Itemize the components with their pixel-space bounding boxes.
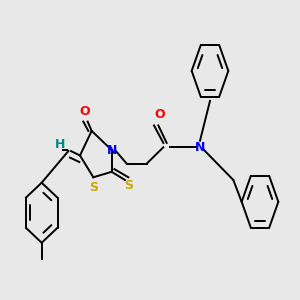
Text: O: O (155, 108, 165, 121)
Text: N: N (195, 141, 205, 154)
Text: S: S (124, 179, 133, 192)
Text: H: H (55, 138, 65, 151)
Text: N: N (106, 143, 117, 157)
Text: O: O (80, 105, 90, 118)
Text: S: S (89, 181, 98, 194)
